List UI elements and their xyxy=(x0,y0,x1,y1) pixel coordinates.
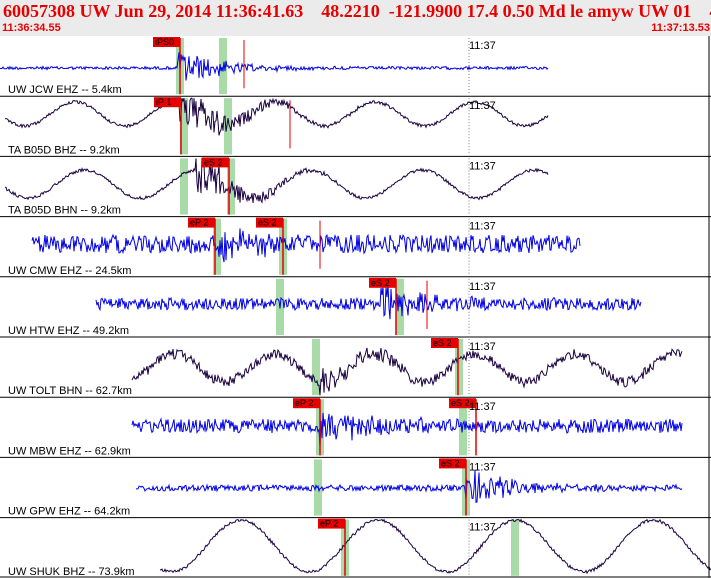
trace-label: TA B05D BHZ -- 9.2km xyxy=(8,144,120,156)
trace-label: UW CMW EHZ -- 24.5km xyxy=(8,265,131,277)
arrival-band xyxy=(219,38,227,95)
waveform-trace xyxy=(5,97,549,136)
pick-flag[interactable] xyxy=(202,157,229,168)
pick-label: iPS0 xyxy=(155,37,174,47)
arrival-band xyxy=(312,339,320,396)
minute-label: 11:37 xyxy=(469,522,496,534)
minute-label: 11:37 xyxy=(469,160,496,172)
pick-flag[interactable] xyxy=(154,97,181,108)
minute-label: 11:37 xyxy=(469,401,496,413)
waveforms xyxy=(0,52,711,575)
arrival-band xyxy=(180,98,188,155)
pick-flag[interactable] xyxy=(369,277,396,288)
pick-flag[interactable] xyxy=(153,37,180,47)
arrival-band xyxy=(213,218,221,275)
panel-borders xyxy=(0,36,711,578)
window-end-time: 11:37:13.53 xyxy=(651,22,710,34)
event-header: 60057308 UW Jun 29, 2014 11:36:41.63 48.… xyxy=(0,0,711,36)
trace-label: UW HTW EHZ -- 49.2km xyxy=(8,325,129,337)
pick-overlays: iPS0 iP 1 eS 2 eP 2 eS 2 eS 2 eS 2 eP 2 eS 2 eS 2… xyxy=(153,37,477,576)
pick-label: eP 2 xyxy=(190,218,208,228)
minute-label: 11:37 xyxy=(469,341,496,353)
arrival-band xyxy=(180,158,188,215)
arrival-band xyxy=(511,519,519,576)
trace-label: TA B05D BHN -- 9.2km xyxy=(8,205,121,217)
waveform-trace xyxy=(135,470,683,503)
pick-label: eP 2 xyxy=(320,519,338,529)
minute-label: 11:37 xyxy=(469,281,496,293)
trace-labels: 11:37 UW JCW EHZ -- 5.4km 11:37 TA B05D BHZ… xyxy=(8,40,496,578)
trace-label: UW MBW EHZ -- 62.9km xyxy=(8,445,131,457)
pick-flag[interactable] xyxy=(439,458,466,469)
minute-label: 11:37 xyxy=(469,40,496,52)
trace-label: UW JCW EHZ -- 5.4km xyxy=(8,84,122,96)
minute-label: 11:37 xyxy=(469,100,496,112)
pick-label: eS 2 xyxy=(441,458,460,468)
minute-label: 11:37 xyxy=(469,461,496,473)
waveform-trace xyxy=(159,518,711,575)
trace-label: UW GPW EHZ -- 64.2km xyxy=(8,506,130,518)
pick-label: eS 2 xyxy=(371,278,390,288)
arrival-band xyxy=(224,98,232,155)
pick-flag[interactable] xyxy=(188,217,215,228)
pick-label: eS 2 xyxy=(451,398,470,408)
arrival-band xyxy=(455,339,463,396)
trace-label: UW TOLT BHN -- 62.7km xyxy=(8,385,132,397)
event-title: 60057308 UW Jun 29, 2014 11:36:41.63 48.… xyxy=(3,1,711,21)
minute-label: 11:37 xyxy=(469,221,496,233)
pick-label: eS 2 xyxy=(204,157,223,167)
trace-label: UW SHUK BHZ -- 73.9km xyxy=(8,566,135,578)
waveform-trace xyxy=(4,157,549,204)
waveform-trace xyxy=(0,52,549,81)
waveform-trace xyxy=(131,412,683,448)
pick-label: iP 1 xyxy=(156,97,171,107)
pick-flag[interactable] xyxy=(318,518,345,529)
pick-label: eS 2 xyxy=(258,218,277,228)
waveform-trace xyxy=(131,347,683,396)
pick-flag[interactable] xyxy=(256,217,283,228)
pick-flag[interactable] xyxy=(449,398,476,409)
window-start-time: 11:36:34.55 xyxy=(2,22,61,34)
waveform-trace xyxy=(95,283,642,320)
seismogram-panel[interactable]: iPS0 iP 1 eS 2 eP 2 eS 2 eS 2 eS 2 eP 2 eS 2 eS 2… xyxy=(0,36,711,578)
pick-label: eS 2 xyxy=(433,338,452,348)
pick-flag[interactable] xyxy=(431,338,458,348)
waveform-trace xyxy=(31,228,581,263)
pick-flag[interactable] xyxy=(293,398,320,409)
pick-label: eP 2 xyxy=(295,398,313,408)
